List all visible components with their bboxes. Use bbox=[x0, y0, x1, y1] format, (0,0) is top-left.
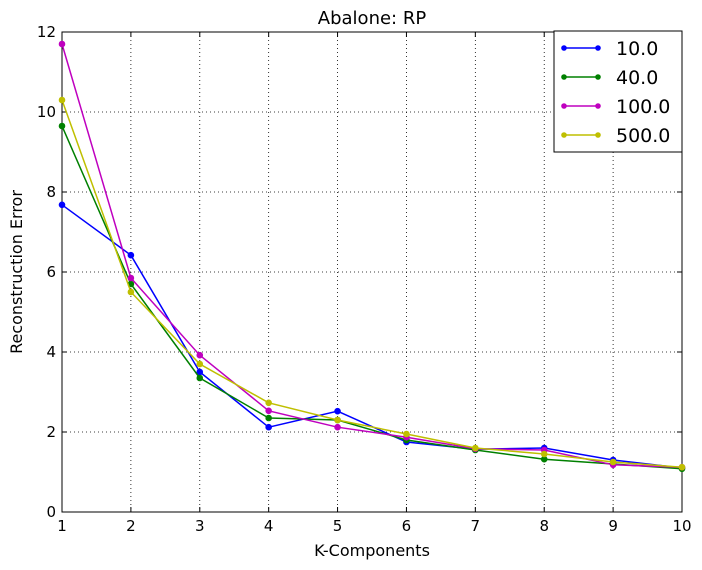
data-point bbox=[196, 351, 204, 359]
y-tick-label: 6 bbox=[46, 263, 56, 281]
series-line-40.0 bbox=[61, 125, 683, 470]
data-point bbox=[678, 463, 686, 471]
x-axis-label: K-Components bbox=[314, 541, 430, 560]
x-tick-label: 9 bbox=[608, 517, 618, 535]
series-500.0 bbox=[58, 96, 686, 471]
legend-label: 40.0 bbox=[616, 67, 658, 89]
chart-title: Abalone: RP bbox=[318, 8, 427, 29]
data-point bbox=[265, 407, 272, 415]
y-tick-label: 12 bbox=[37, 23, 56, 41]
y-tick-label: 2 bbox=[46, 423, 56, 441]
series-line-500.0 bbox=[61, 99, 683, 468]
series-lines bbox=[58, 40, 686, 473]
legend-item: 100.0 bbox=[561, 96, 670, 118]
y-axis-label: Reconstruction Error bbox=[7, 190, 26, 354]
legend-marker bbox=[595, 74, 601, 80]
legend-item: 40.0 bbox=[561, 67, 658, 89]
data-point bbox=[265, 414, 272, 422]
data-point bbox=[58, 40, 66, 48]
data-point bbox=[609, 458, 617, 466]
x-tick-label: 7 bbox=[471, 517, 481, 535]
data-point bbox=[196, 360, 204, 368]
x-tick-label: 4 bbox=[264, 517, 274, 535]
data-point bbox=[334, 407, 341, 415]
data-point bbox=[540, 450, 548, 458]
legend-marker bbox=[595, 45, 601, 51]
legend: 10.0 40.0 100.0 500.0 bbox=[553, 30, 683, 153]
legend-item: 10.0 bbox=[561, 38, 658, 60]
y-tick-label: 8 bbox=[46, 183, 56, 201]
y-tick-label: 4 bbox=[46, 343, 56, 361]
data-point bbox=[265, 399, 272, 407]
data-point bbox=[127, 274, 135, 282]
series-line-10.0 bbox=[61, 204, 683, 469]
data-point bbox=[196, 368, 204, 376]
y-tick-label: 0 bbox=[46, 503, 56, 521]
x-tick-label: 6 bbox=[402, 517, 412, 535]
data-point bbox=[58, 201, 66, 209]
x-tick-label: 3 bbox=[195, 517, 205, 535]
legend-marker bbox=[561, 45, 567, 51]
x-tick-label: 8 bbox=[539, 517, 549, 535]
legend-marker bbox=[561, 132, 567, 138]
data-point bbox=[403, 430, 410, 438]
legend-label: 10.0 bbox=[616, 38, 658, 60]
data-point bbox=[127, 251, 135, 259]
x-tick-label: 10 bbox=[672, 517, 691, 535]
data-point bbox=[58, 96, 66, 104]
legend-item: 500.0 bbox=[561, 125, 670, 147]
legend-marker bbox=[561, 74, 567, 80]
legend-box bbox=[553, 30, 683, 153]
data-point bbox=[334, 416, 341, 424]
legend-marker bbox=[595, 132, 601, 138]
legend-label: 100.0 bbox=[616, 96, 670, 118]
data-point bbox=[127, 288, 135, 296]
x-tick-label: 5 bbox=[333, 517, 343, 535]
legend-label: 500.0 bbox=[616, 125, 670, 147]
legend-marker bbox=[561, 103, 567, 109]
data-point bbox=[265, 423, 272, 431]
x-tick-label: 1 bbox=[57, 517, 67, 535]
data-point bbox=[58, 122, 66, 130]
data-point bbox=[196, 374, 204, 382]
y-tick-label: 10 bbox=[37, 103, 56, 121]
series-40.0 bbox=[58, 122, 686, 473]
data-point bbox=[334, 423, 341, 431]
legend-marker bbox=[595, 103, 601, 109]
x-tick-label: 2 bbox=[126, 517, 136, 535]
data-point bbox=[472, 444, 479, 452]
